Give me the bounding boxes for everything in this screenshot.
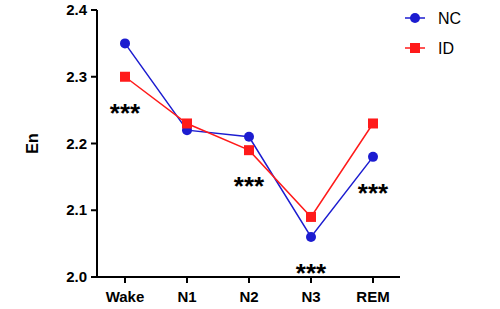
x-tick-label: REM xyxy=(356,288,389,305)
series-line xyxy=(125,43,373,237)
x-tick xyxy=(248,277,250,283)
legend-marker xyxy=(410,13,420,23)
y-tick-label: 2.4 xyxy=(66,1,88,18)
y-tick xyxy=(91,9,97,11)
y-axis-label: En xyxy=(24,133,41,153)
annotation: *** xyxy=(110,98,141,128)
marker xyxy=(306,232,316,242)
marker xyxy=(244,132,254,142)
marker xyxy=(306,212,316,222)
chart: 2.0 2.1 2.2 2.3 2.4 Wake N1 N2 N3 REM En *** *** *** *… xyxy=(0,0,500,309)
x-tick xyxy=(372,277,374,283)
marker xyxy=(244,145,254,155)
y-tick xyxy=(91,276,97,278)
x-tick-label: N2 xyxy=(239,288,258,305)
x-tick-label: Wake xyxy=(106,288,145,305)
legend-label: NC xyxy=(438,10,461,27)
x-tick-label: N1 xyxy=(177,288,196,305)
plot-area xyxy=(120,38,378,242)
legend-label: ID xyxy=(438,40,454,57)
annotation: *** xyxy=(296,258,327,288)
y-tick-label: 2.0 xyxy=(66,268,87,285)
series-line xyxy=(125,77,373,217)
marker xyxy=(368,152,378,162)
legend-marker xyxy=(410,43,420,53)
y-tick-label: 2.2 xyxy=(66,135,87,152)
x-tick xyxy=(186,277,188,283)
y-tick xyxy=(91,143,97,145)
marker xyxy=(368,118,378,128)
marker xyxy=(182,118,192,128)
y-tick-label: 2.1 xyxy=(66,201,87,218)
y-tick-label: 2.3 xyxy=(66,68,87,85)
annotation: *** xyxy=(234,171,265,201)
annotation: *** xyxy=(358,178,389,208)
marker xyxy=(120,38,130,48)
x-tick xyxy=(124,277,126,283)
y-tick xyxy=(91,76,97,78)
marker xyxy=(120,72,130,82)
y-tick xyxy=(91,209,97,211)
x-tick-label: N3 xyxy=(301,288,320,305)
